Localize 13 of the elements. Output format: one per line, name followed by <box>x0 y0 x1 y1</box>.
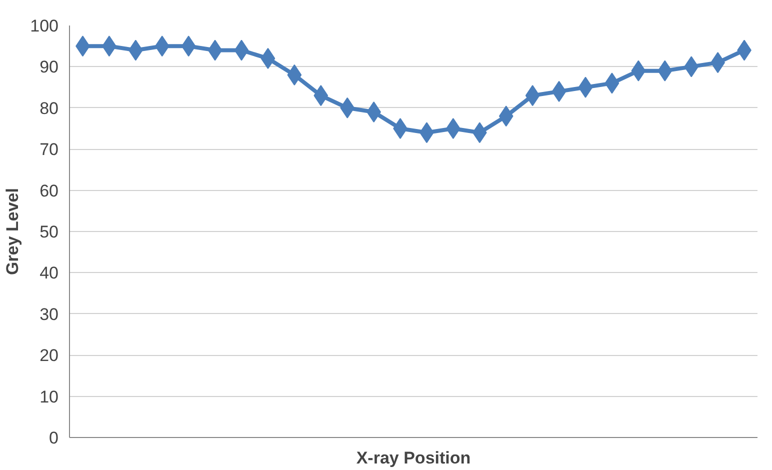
y-tick-label: 10 <box>40 387 59 406</box>
y-tick-label: 70 <box>40 140 59 160</box>
y-tick-label: 0 <box>49 428 59 448</box>
x-axis-title: X-ray Position <box>356 448 471 468</box>
y-tick-label: 100 <box>30 16 59 36</box>
y-tick-label: 50 <box>40 222 59 242</box>
y-tick-label: 90 <box>40 58 59 77</box>
y-tick-label: 80 <box>40 98 59 118</box>
y-tick-label: 60 <box>40 181 59 200</box>
y-axis-title: Grey Level <box>3 188 22 275</box>
y-tick-label: 40 <box>40 264 59 283</box>
y-tick-label: 30 <box>40 304 59 324</box>
y-tick-label: 20 <box>40 346 59 366</box>
